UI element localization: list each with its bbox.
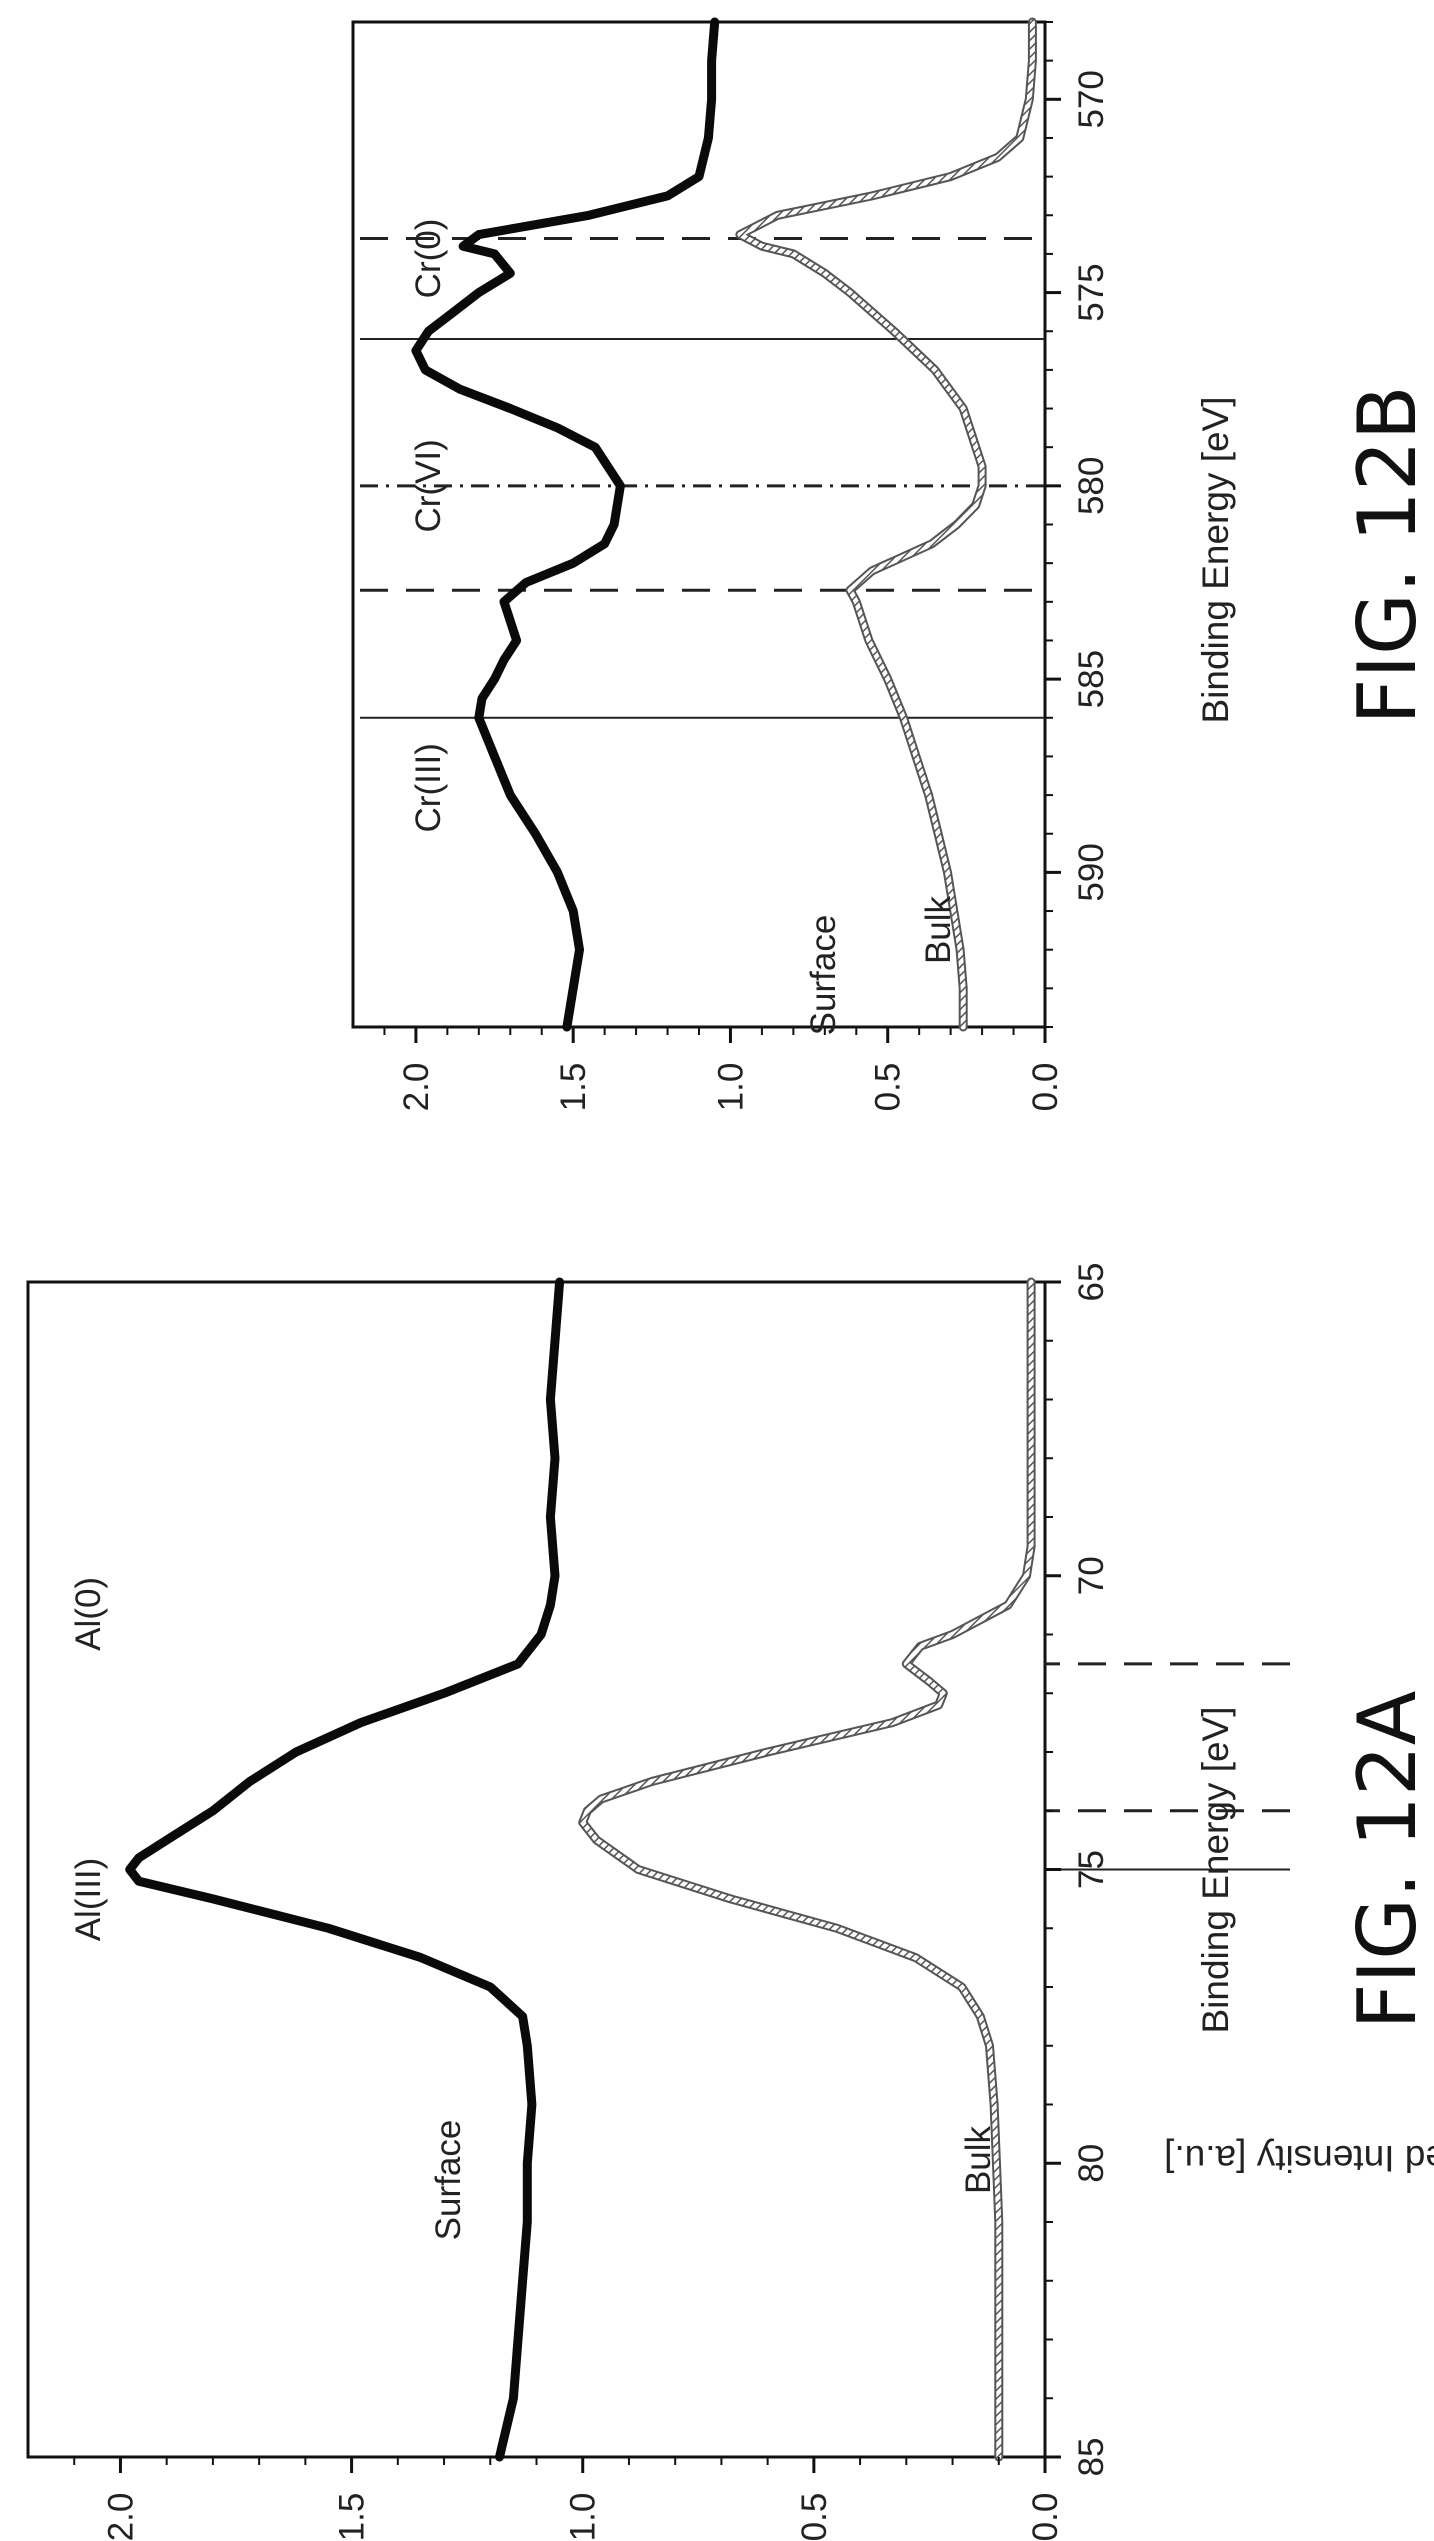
x-tick-label-12b-4: 570 [1072, 70, 1111, 128]
x-axis-ticks-12b: 590 585 580 575 570 [1045, 21, 1111, 1028]
series-line-12b-bulk [737, 19, 1035, 1030]
x-tick-label-12b-1: 585 [1072, 650, 1111, 708]
peak-label-12b-0: Cr(III) [409, 743, 448, 832]
y-tick-label-12a-0: 0.0 [1026, 2493, 1065, 2541]
y-axis-ticks-12a: 0.0 0.5 1.0 1.5 2.0 [73, 2457, 1065, 2541]
x-axis-title-12b: Binding Energy [eV] [1195, 396, 1236, 723]
y-tick-label-12b-4: 2.0 [397, 1063, 436, 1112]
x-tick-label-12a-0: 85 [1072, 2438, 1111, 2477]
x-axis-title-12a: Binding Energy [eV] [1195, 1706, 1236, 2033]
plot-frame-12a [26, 1280, 1047, 2459]
y-tick-label-12b-0: 0.0 [1026, 1063, 1065, 1112]
reference-lines-12a [1045, 1662, 1290, 1871]
peak-label-12b-4: Cr(0) [409, 219, 448, 299]
x-tick-label-12b-3: 575 [1072, 263, 1111, 321]
series-label-12a-bulk: Bulk [959, 2125, 998, 2194]
y-axis-title-12a: Normalized Intensity [a.u.] [1164, 2138, 1434, 2179]
series-line-12b-bulk-outline [735, 17, 1037, 1032]
series-label-12a-surface: Surface [429, 2120, 468, 2241]
series-group-12b [411, 17, 1037, 1032]
x-tick-label-12a-1: 80 [1072, 2144, 1111, 2183]
reference-labels-12a: Al(III) Al(0) [69, 1577, 108, 1941]
series-label-12b-bulk: Bulk [919, 895, 958, 964]
peak-label-12a-0: Al(III) [69, 1858, 108, 1942]
series-labels-12b: Surface Bulk [804, 895, 958, 1035]
x-tick-label-12a-2: 75 [1072, 1850, 1111, 1889]
figure-caption-12a: FIG. 12A [1341, 1690, 1434, 2029]
x-axis-ticks-12a: 85 80 75 70 65 [1045, 1263, 1111, 2477]
x-tick-label-12a-3: 70 [1072, 1556, 1111, 1595]
series-line-12b-surface [411, 17, 720, 1032]
series-group-12a [125, 1277, 1036, 2462]
series-line-12a-bulk-outline [578, 1277, 1036, 2462]
y-tick-label-12b-2: 1.0 [711, 1063, 750, 1112]
series-label-12b-surface: Surface [804, 915, 843, 1036]
x-tick-label-12b-2: 580 [1072, 457, 1111, 515]
y-tick-label-12a-2: 1.0 [564, 2493, 603, 2541]
peak-label-12b-2: Cr(VI) [409, 439, 448, 532]
y-tick-label-12b-3: 1.5 [554, 1063, 593, 1112]
series-line-12a-surface [125, 1277, 565, 2462]
y-tick-label-12a-4: 2.0 [101, 2493, 140, 2541]
y-tick-label-12a-3: 1.5 [333, 2493, 372, 2541]
figure-caption-12b: FIG. 12B [1341, 385, 1434, 724]
series-labels-12a: Surface Bulk [429, 2120, 998, 2241]
reference-labels-12b: Cr(III) Cr(VI) Cr(0) [409, 219, 448, 833]
y-axis-ticks-12b: 0.0 0.5 1.0 1.5 2.0 [383, 1027, 1065, 1112]
y-tick-label-12b-1: 0.5 [869, 1063, 908, 1112]
x-tick-label-12a-4: 65 [1072, 1263, 1111, 1302]
x-tick-label-12b-0: 590 [1072, 843, 1111, 901]
y-tick-label-12a-1: 0.5 [795, 2493, 834, 2541]
peak-label-12a-2: Al(0) [69, 1577, 108, 1651]
series-line-12a-bulk [580, 1279, 1034, 2460]
